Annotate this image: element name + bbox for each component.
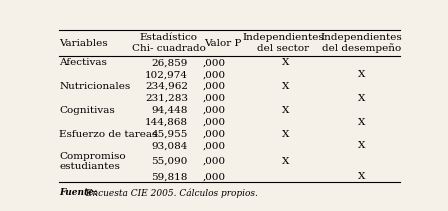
- Text: Encuesta CIE 2005. Cálculos propios.: Encuesta CIE 2005. Cálculos propios.: [80, 188, 258, 198]
- Text: X: X: [358, 70, 365, 79]
- Text: X: X: [358, 172, 365, 181]
- Text: 55,090: 55,090: [151, 157, 188, 166]
- Text: 59,818: 59,818: [151, 172, 188, 181]
- Text: X: X: [358, 141, 365, 150]
- Text: Valor P: Valor P: [204, 39, 241, 48]
- Text: ,000: ,000: [203, 130, 226, 139]
- Text: 234,962: 234,962: [145, 82, 188, 91]
- Text: 94,448: 94,448: [151, 106, 188, 115]
- Text: X: X: [358, 118, 365, 127]
- Text: X: X: [281, 157, 289, 166]
- Text: Nutricionales: Nutricionales: [60, 82, 131, 91]
- Text: Independientes
del sector: Independientes del sector: [242, 34, 324, 53]
- Text: 93,084: 93,084: [151, 141, 188, 150]
- Text: ,000: ,000: [203, 172, 226, 181]
- Text: ,000: ,000: [203, 70, 226, 79]
- Text: ,000: ,000: [203, 106, 226, 115]
- Text: Esfuerzo de tareas: Esfuerzo de tareas: [60, 130, 158, 139]
- Text: X: X: [281, 58, 289, 68]
- Text: Afectivas: Afectivas: [60, 58, 108, 68]
- Text: 45,955: 45,955: [151, 130, 188, 139]
- Text: Estadístico
Chi- cuadrado: Estadístico Chi- cuadrado: [132, 34, 206, 53]
- Text: ,000: ,000: [203, 141, 226, 150]
- Text: Variables: Variables: [60, 39, 108, 48]
- Text: X: X: [281, 130, 289, 139]
- Text: ,000: ,000: [203, 94, 226, 103]
- Text: 144,868: 144,868: [145, 118, 188, 127]
- Text: 102,974: 102,974: [145, 70, 188, 79]
- Text: Independientes
del desempeño: Independientes del desempeño: [321, 33, 402, 53]
- Text: Cognitivas: Cognitivas: [60, 106, 115, 115]
- Text: 231,283: 231,283: [145, 94, 188, 103]
- Text: ,000: ,000: [203, 58, 226, 68]
- Text: X: X: [281, 106, 289, 115]
- Text: 26,859: 26,859: [151, 58, 188, 68]
- Text: ,000: ,000: [203, 82, 226, 91]
- Text: ,000: ,000: [203, 157, 226, 166]
- Text: X: X: [358, 94, 365, 103]
- Text: Compromiso
estudiantes: Compromiso estudiantes: [60, 152, 126, 171]
- Text: X: X: [281, 82, 289, 91]
- Text: Fuente:: Fuente:: [60, 188, 98, 197]
- Text: ,000: ,000: [203, 118, 226, 127]
